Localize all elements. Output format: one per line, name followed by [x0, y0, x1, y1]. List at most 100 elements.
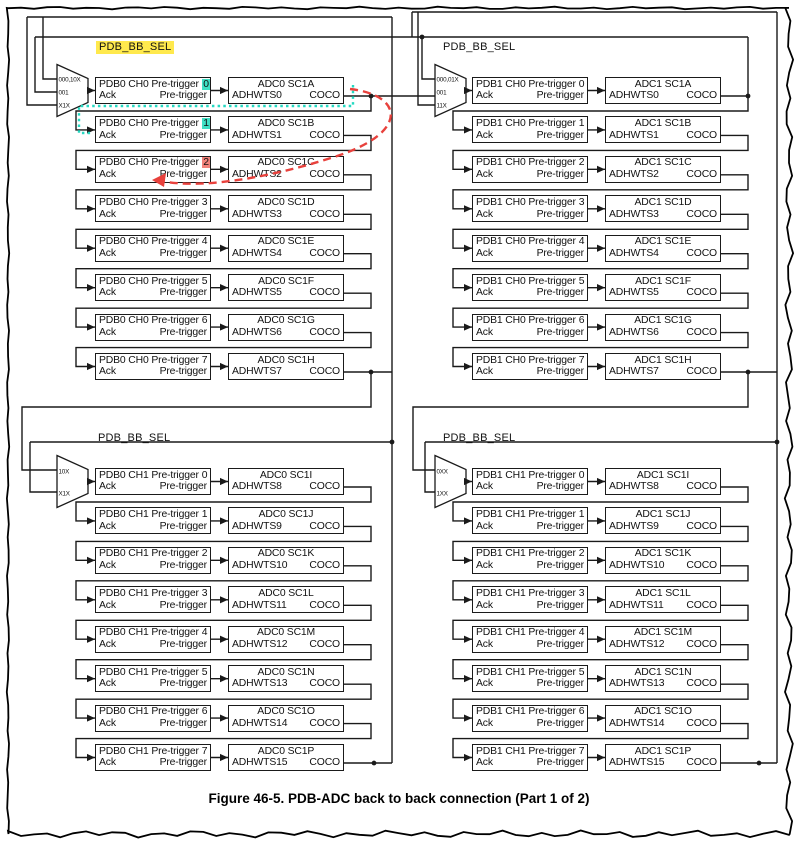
pdb-pretrigger-box: PDB0 CH0 Pre-trigger 3 Ack Pre-trigger	[95, 195, 211, 223]
adhwts-label: ADHWTS3	[609, 208, 659, 220]
adhwts-label: ADHWTS3	[232, 208, 282, 220]
coco-label: COCO	[309, 169, 340, 181]
junction-dot	[371, 760, 377, 766]
ack-label: Ack	[99, 326, 116, 338]
adc-box-signals: ADHWTS12 COCO	[229, 639, 343, 651]
adc-box-title: ADC0 SC1B	[257, 117, 315, 129]
pretrigger-label: Pre-trigger	[536, 678, 585, 690]
adhwts-label: ADHWTS7	[609, 366, 659, 378]
arrowhead	[87, 86, 95, 95]
adc-box-signals: ADHWTS2 COCO	[229, 169, 343, 181]
adc-box-signals: ADHWTS6 COCO	[229, 327, 343, 339]
pdb-box-title-text: PDB0 CH1 Pre-trigger	[99, 469, 199, 481]
junction-dot	[389, 439, 395, 445]
pdb-box-signals: Ack Pre-trigger	[96, 209, 210, 221]
adc-box-signals: ADHWTS9 COCO	[229, 521, 343, 533]
pdb-box-signals: Ack Pre-trigger	[473, 248, 587, 260]
pdb-box-signals: Ack Pre-trigger	[473, 678, 587, 690]
pdb-box-title-text: PDB0 CH0 Pre-trigger	[99, 196, 199, 208]
adhwts-label: ADHWTS7	[232, 366, 282, 378]
ack-label: Ack	[99, 560, 116, 572]
pdb-box-title-text: PDB1 CH0 Pre-trigger	[476, 315, 576, 327]
pdb-box-title-text: PDB1 CH0 Pre-trigger	[476, 117, 576, 129]
adc-box-signals: ADHWTS8 COCO	[606, 481, 720, 493]
pretrigger-number-highlight: 1	[201, 117, 210, 129]
adc-box-title: ADC0 SC1K	[257, 548, 315, 560]
adc-sc1-box: ADC1 SC1D ADHWTS3 COCO	[605, 195, 721, 223]
arrowhead	[220, 556, 228, 564]
pretrigger-number: 5	[578, 666, 585, 678]
adhwts-label: ADHWTS14	[609, 717, 665, 729]
arrowhead	[464, 753, 472, 762]
adc-box-title: ADC0 SC1E	[257, 236, 315, 248]
arrowhead	[464, 165, 472, 173]
pretrigger-number: 3	[201, 587, 208, 599]
pdb-pretrigger-box: PDB0 CH1 Pre-trigger 0 Ack Pre-trigger	[95, 468, 211, 495]
adc-box-signals: ADHWTS7 COCO	[229, 366, 343, 378]
mux-select-value: 001	[437, 90, 448, 97]
pdb-box-title-text: PDB1 CH1 Pre-trigger	[476, 469, 576, 481]
adhwts-label: ADHWTS6	[609, 326, 659, 338]
adc-sc1-box: ADC1 SC1I ADHWTS8 COCO	[605, 468, 721, 495]
adc-box-title: ADC1 SC1D	[634, 196, 692, 208]
junction-dot	[774, 439, 780, 445]
arrowhead	[597, 165, 605, 173]
adhwts-label: ADHWTS1	[232, 129, 282, 141]
pdb-box-signals: Ack Pre-trigger	[96, 327, 210, 339]
pdb-box-signals: Ack Pre-trigger	[96, 757, 210, 769]
pretrigger-number: 5	[201, 666, 208, 678]
pretrigger-number: 5	[201, 275, 208, 287]
arrowhead	[464, 284, 472, 292]
pdb-box-title-text: PDB0 CH1 Pre-trigger	[99, 666, 199, 678]
pretrigger-label: Pre-trigger	[536, 717, 585, 729]
pretrigger-label: Pre-trigger	[536, 639, 585, 651]
figure-caption: Figure 46-5. PDB-ADC back to back connec…	[208, 791, 590, 806]
pretrigger-number: 2	[201, 548, 208, 560]
adc-box-signals: ADHWTS3 COCO	[229, 209, 343, 221]
pretrigger-label: Pre-trigger	[536, 599, 585, 611]
pretrigger-number-highlight: 0	[201, 78, 210, 90]
pdb-box-title: PDB1 CH0 Pre-trigger 4	[473, 236, 587, 248]
pdb-pretrigger-box: PDB1 CH0 Pre-trigger 1 Ack Pre-trigger	[472, 116, 588, 144]
ack-label: Ack	[476, 248, 493, 260]
coco-label: COCO	[686, 326, 717, 338]
pdb-box-title-text: PDB0 CH0 Pre-trigger	[99, 78, 199, 90]
pdb-box-title: PDB1 CH1 Pre-trigger 3	[473, 588, 587, 600]
coco-label: COCO	[686, 90, 717, 102]
arrowhead	[464, 596, 472, 604]
coco-label: COCO	[309, 287, 340, 299]
pdb-box-signals: Ack Pre-trigger	[473, 600, 587, 612]
adhwts-label: ADHWTS8	[232, 481, 282, 493]
pdb-box-title-text: PDB1 CH0 Pre-trigger	[476, 196, 576, 208]
adhwts-label: ADHWTS6	[232, 326, 282, 338]
arrowhead	[220, 675, 228, 683]
arrowhead	[87, 556, 95, 564]
adhwts-label: ADHWTS15	[609, 757, 665, 769]
ack-label: Ack	[99, 520, 116, 532]
arrowhead	[464, 675, 472, 683]
pretrigger-number: 4	[578, 236, 585, 248]
pdb-box-title: PDB0 CH0 Pre-trigger 5	[96, 276, 210, 288]
arrowhead	[87, 753, 95, 762]
arrowhead	[464, 362, 472, 371]
adc-box-title: ADC1 SC1K	[634, 548, 692, 560]
adc-sc1-box: ADC1 SC1N ADHWTS13 COCO	[605, 665, 721, 693]
adc-box-signals: ADHWTS8 COCO	[229, 481, 343, 493]
pretrigger-number: 6	[578, 315, 585, 327]
arrowhead	[464, 244, 472, 252]
mux-select-value: 0XX	[437, 469, 449, 476]
adhwts-label: ADHWTS15	[232, 757, 288, 769]
adc-box-signals: ADHWTS15 COCO	[606, 757, 720, 769]
pdb-box-title-text: PDB1 CH0 Pre-trigger	[476, 78, 576, 90]
pdb-box-title-text: PDB0 CH0 Pre-trigger	[99, 315, 199, 327]
ack-label: Ack	[476, 287, 493, 299]
ack-label: Ack	[99, 248, 116, 260]
arrowhead	[220, 714, 228, 722]
pretrigger-label: Pre-trigger	[536, 326, 585, 338]
pdb-box-title-text: PDB1 CH1 Pre-trigger	[476, 627, 576, 639]
adhwts-label: ADHWTS13	[609, 678, 665, 690]
pdb-pretrigger-box: PDB0 CH0 Pre-trigger 1 Ack Pre-trigger	[95, 116, 211, 144]
mux-select-value: 000,01X	[437, 77, 460, 84]
adc-sc1-box: ADC1 SC1K ADHWTS10 COCO	[605, 546, 721, 574]
arrowhead	[597, 714, 605, 722]
